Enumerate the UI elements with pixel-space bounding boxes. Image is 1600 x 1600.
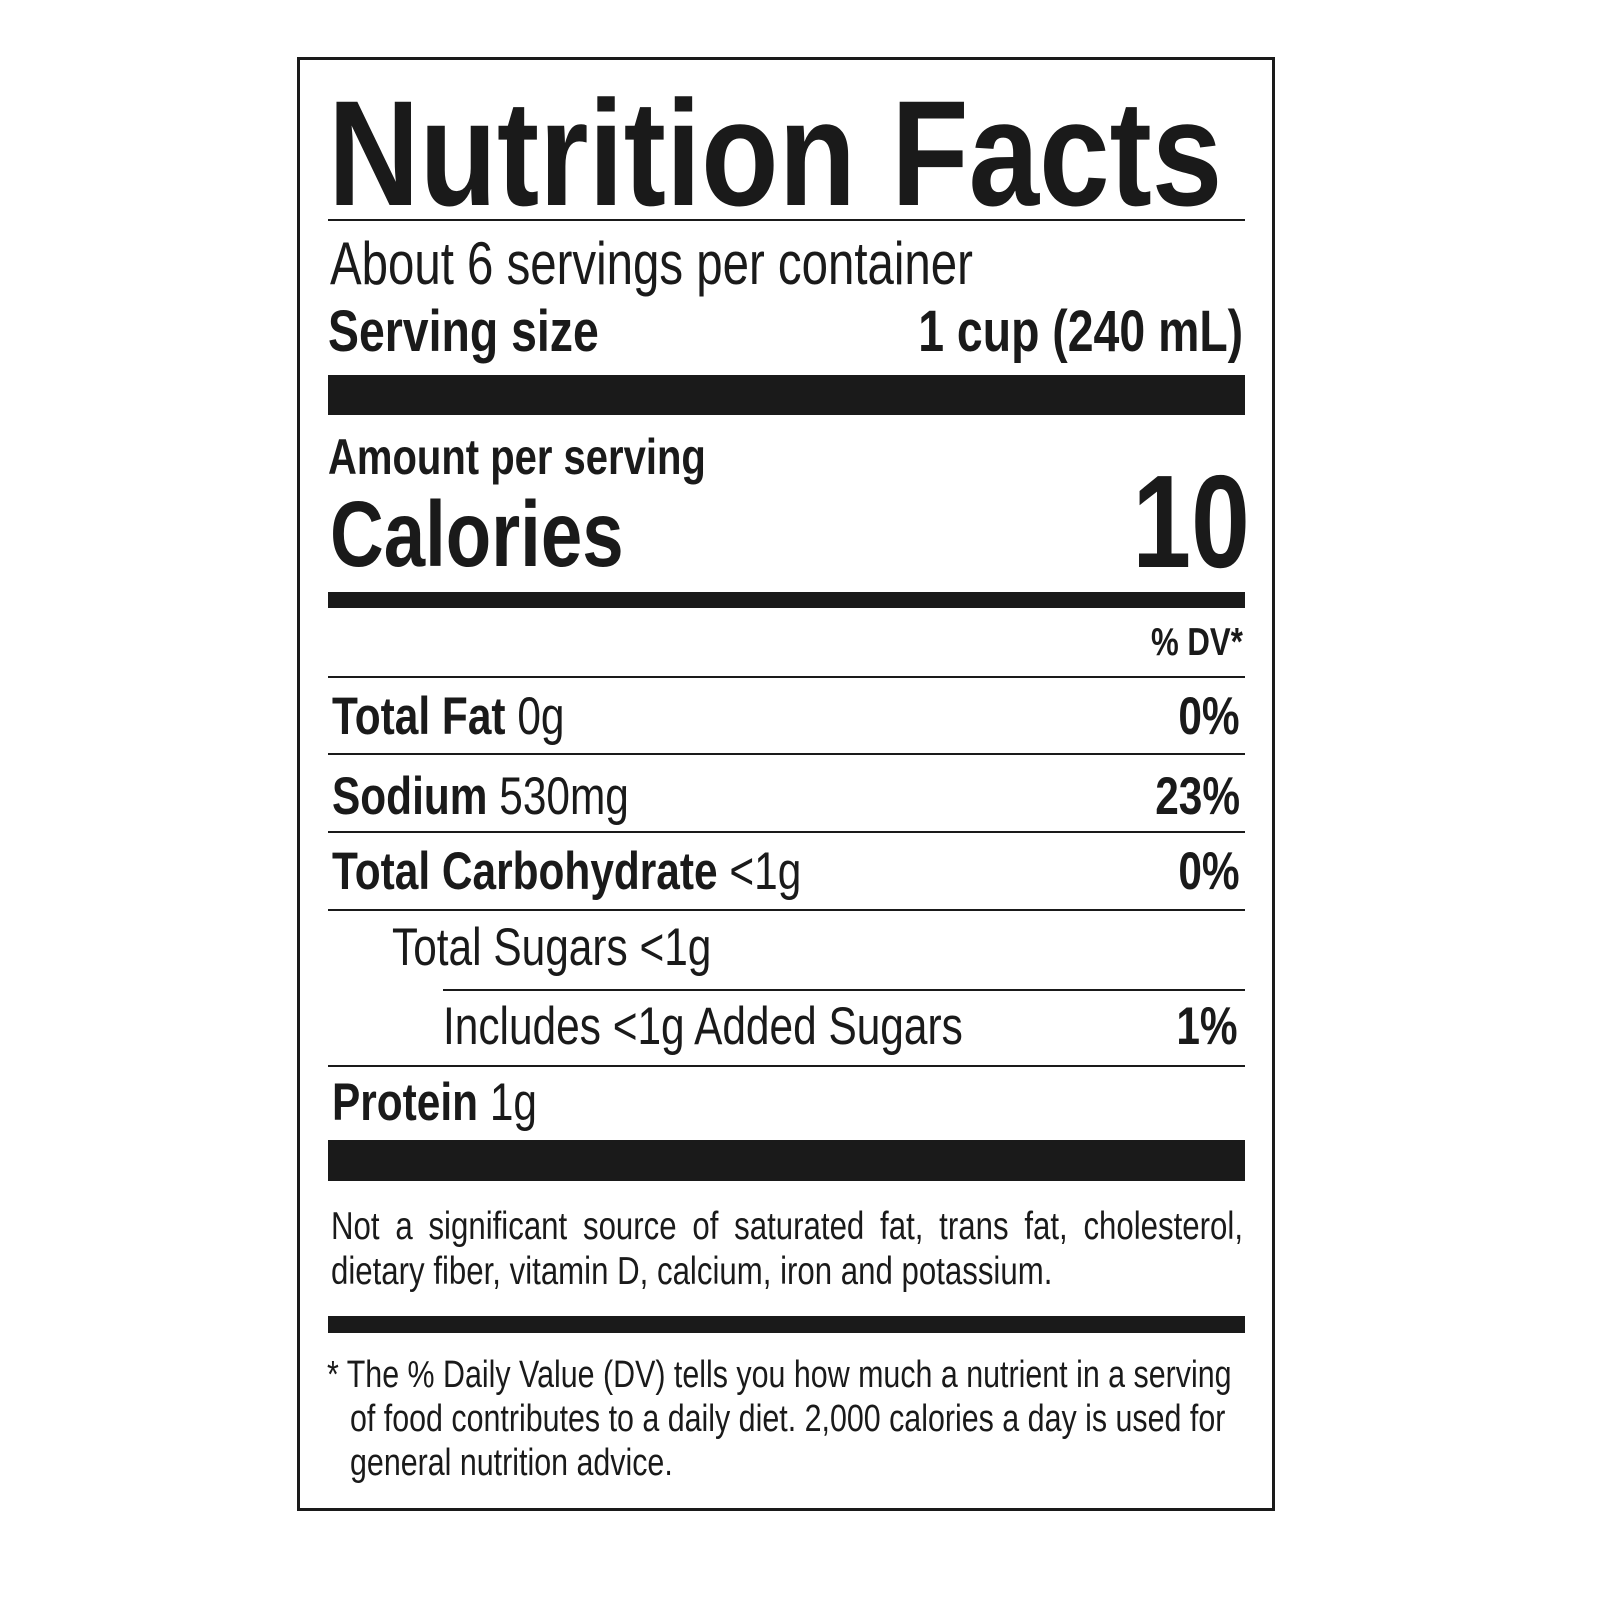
footnote-line-1: * The % Daily Value (DV) tells you how m… [327, 1354, 1232, 1396]
nutrient-dv: 0% [1178, 687, 1240, 746]
medium-bar [328, 1316, 1245, 1333]
divider [328, 909, 1245, 911]
divider [328, 831, 1245, 833]
footnote-line-3: general nutrition advice. [350, 1442, 673, 1484]
divider [328, 676, 1245, 678]
calories-value: 10 [1132, 448, 1250, 595]
nutrient-dv: 1% [1176, 997, 1238, 1056]
nutrient-amount: 0g [517, 687, 565, 746]
divider [328, 219, 1245, 221]
label-title: Nutrition Facts [328, 69, 1223, 237]
nutrient-row-total-fat: Total Fat 0g [332, 690, 564, 743]
nutrient-name: Total Carbohydrate [332, 842, 718, 901]
nutrient-amount: 530mg [499, 767, 629, 826]
divider [443, 989, 1245, 991]
nutrient-name: Protein [332, 1073, 479, 1132]
thick-bar [328, 375, 1245, 415]
nutrient-dv: 0% [1178, 842, 1240, 901]
nutrient-row-total-sugars: Total Sugars <1g [392, 918, 712, 977]
nutrient-row-total-carbohydrate: Total Carbohydrate <1g [332, 845, 801, 898]
nutrient-row-sodium: Sodium 530mg [332, 770, 629, 823]
dv-header: % DV* [1151, 621, 1243, 664]
medium-bar [328, 592, 1245, 608]
divider [328, 1065, 1245, 1067]
nutrient-row-added-sugars: Includes <1g Added Sugars [443, 997, 963, 1056]
nutrient-name: Sodium [332, 767, 488, 826]
nutrient-amount: <1g [729, 842, 802, 901]
label-border [297, 57, 1275, 1511]
footnote-line-2: of food contributes to a daily diet. 2,0… [350, 1398, 1226, 1440]
not-significant-line-1: Not a significant source of saturated fa… [331, 1205, 1243, 1248]
servings-per-container: About 6 servings per container [330, 230, 973, 297]
not-significant-line-2: dietary fiber, vitamin D, calcium, iron … [331, 1250, 1053, 1293]
nutrient-amount: 1g [489, 1073, 538, 1132]
serving-size-label: Serving size [328, 299, 599, 364]
serving-size-value: 1 cup (240 mL) [918, 299, 1243, 364]
thick-bar [328, 1140, 1245, 1181]
divider [328, 753, 1245, 755]
nutrient-name: Total Fat [332, 687, 506, 746]
nutrient-dv: 23% [1155, 767, 1240, 826]
calories-label: Calories [330, 482, 624, 586]
amount-per-serving: Amount per serving [328, 429, 706, 485]
nutrient-row-protein: Protein 1g [332, 1076, 537, 1129]
